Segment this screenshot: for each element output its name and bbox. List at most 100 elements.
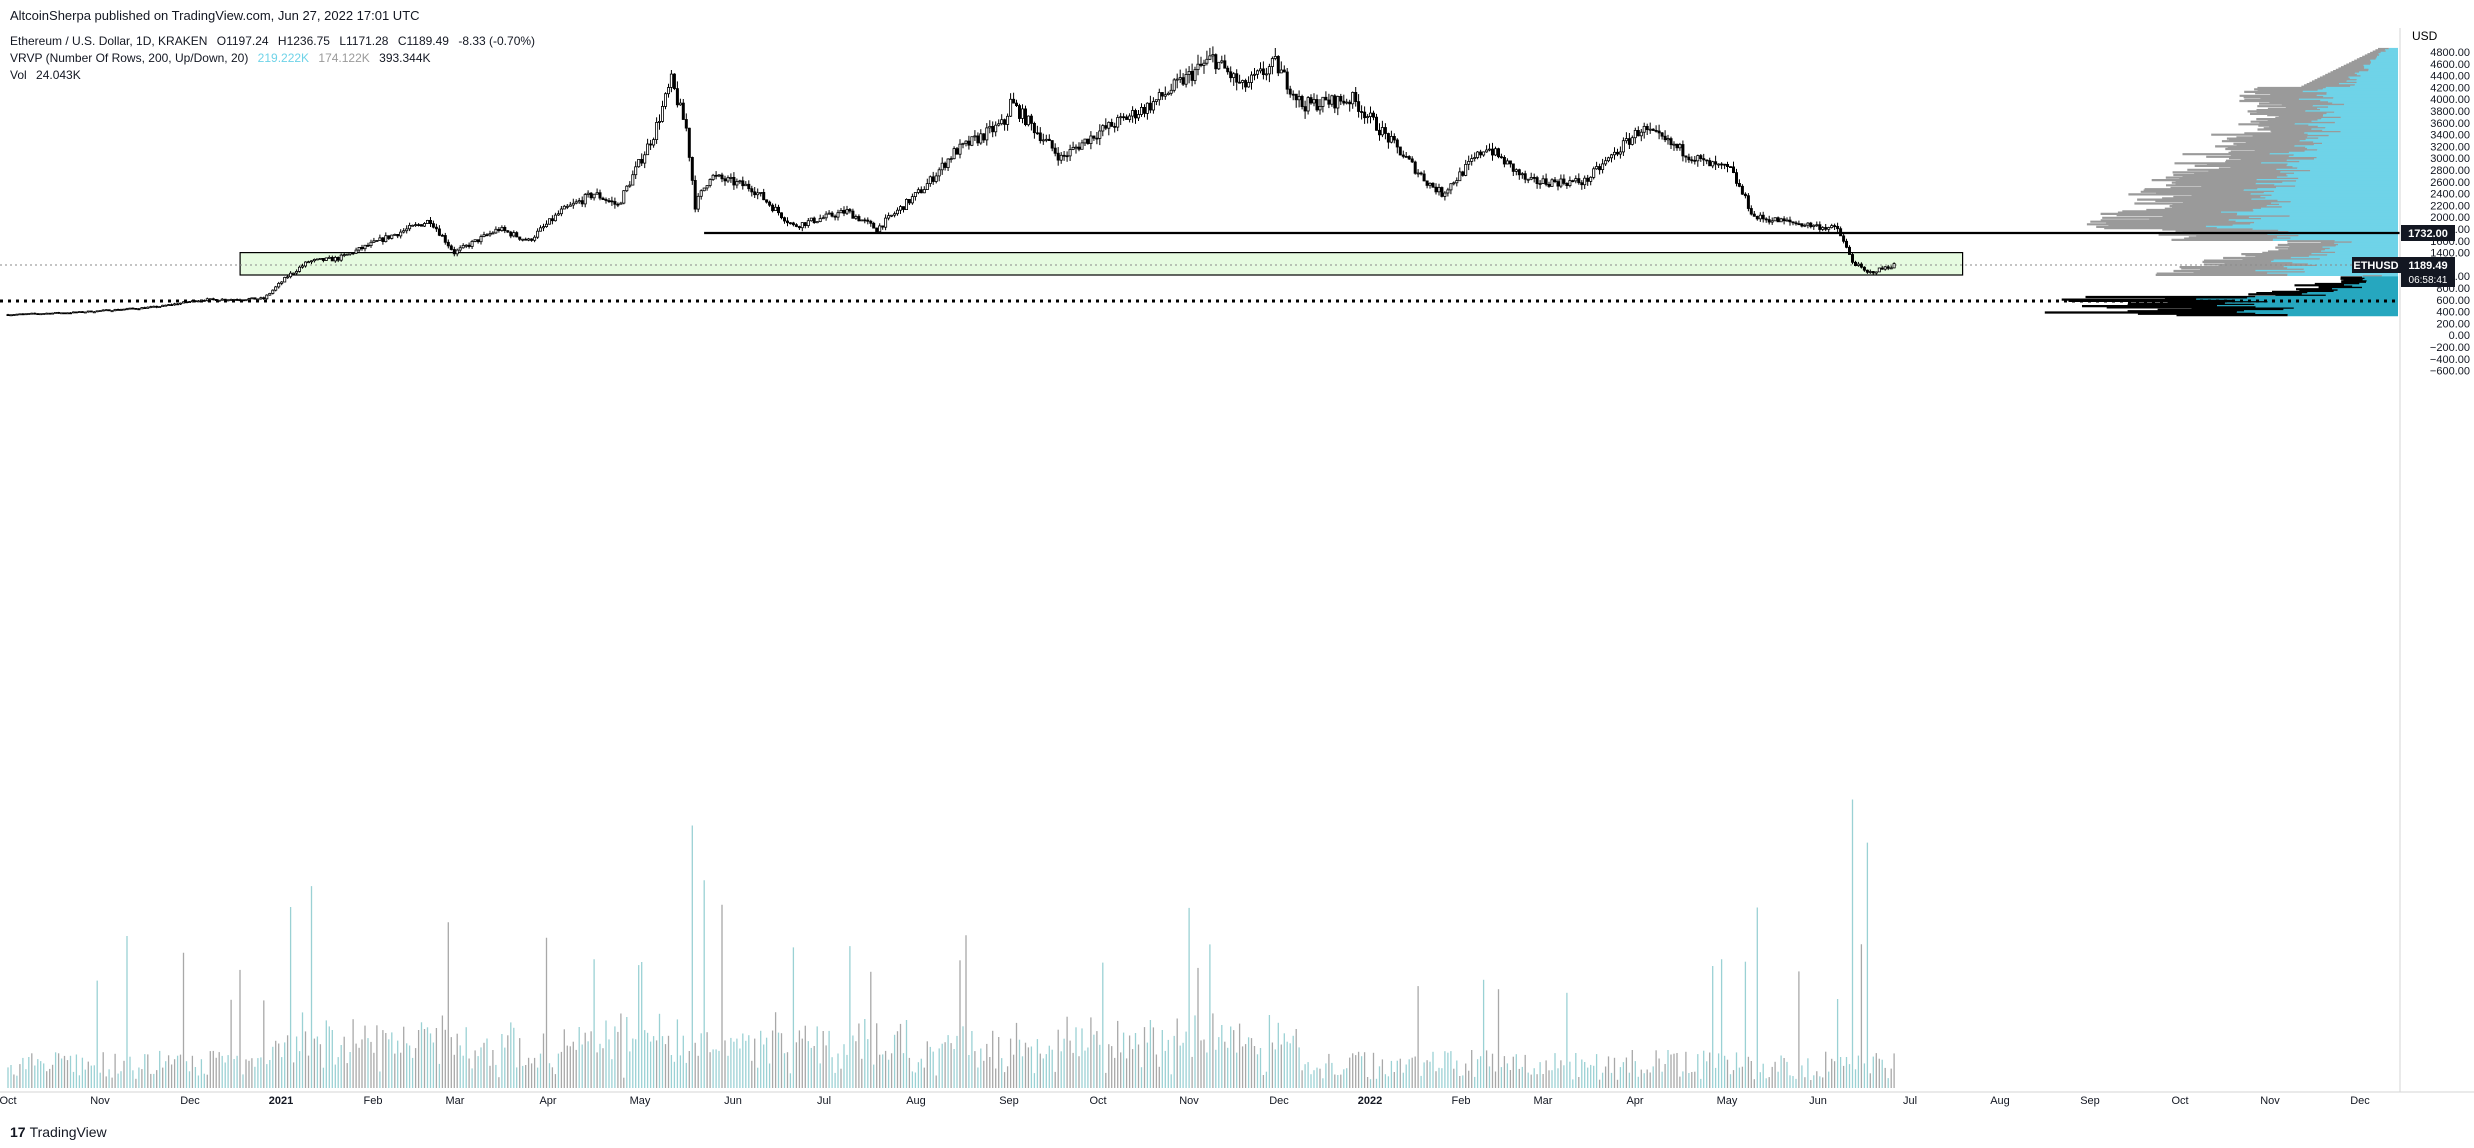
price-tick-label: 4200.00: [2430, 82, 2470, 94]
candle-body: [664, 93, 668, 107]
candle-body: [86, 310, 90, 313]
candle-body: [411, 224, 415, 227]
price-axis[interactable]: 4800.004600.004400.004200.004000.003800.…: [2430, 47, 2470, 378]
candle-body: [244, 299, 248, 302]
candle-body: [1306, 97, 1310, 112]
vrvp-down-volume: 174.122K: [318, 51, 370, 65]
candle-body: [634, 166, 638, 176]
candle-body: [628, 184, 632, 187]
candle-body: [399, 231, 403, 237]
candle-body: [1256, 70, 1260, 75]
candle-body: [1598, 166, 1602, 171]
candle-body: [1184, 74, 1188, 85]
candle-body: [976, 135, 980, 144]
candle-body: [434, 226, 438, 230]
ohlc-legend[interactable]: Ethereum / U.S. Dollar, 1D, KRAKEN O1197…: [10, 34, 541, 48]
candle-body: [765, 199, 769, 203]
candle-body: [1488, 148, 1492, 151]
candle-body: [149, 306, 153, 309]
candle-body: [205, 298, 209, 301]
candle-body: [875, 227, 879, 232]
candle-body: [15, 313, 19, 316]
candle-body: [1761, 214, 1765, 220]
candle-body: [1494, 148, 1498, 156]
candle-body: [405, 228, 409, 232]
time-tick-label: Jun: [1809, 1095, 1827, 1107]
price-tick-label: 3800.00: [2430, 106, 2470, 118]
candle-body: [1098, 130, 1102, 139]
candle-body: [1398, 146, 1402, 156]
candle-body: [1372, 112, 1376, 118]
candle-body: [1458, 171, 1462, 182]
candle-body: [961, 142, 965, 145]
candle-body: [937, 169, 941, 177]
tradingview-logo[interactable]: 17 TradingView: [10, 1124, 107, 1140]
candle-body: [283, 276, 287, 283]
candle-body: [1633, 129, 1637, 139]
candle-body: [946, 158, 950, 169]
candle-body: [268, 292, 272, 296]
time-tick-label: Aug: [906, 1095, 926, 1107]
candle-body: [940, 162, 944, 171]
candle-body: [464, 244, 468, 247]
candle-body: [470, 240, 474, 247]
candle-body: [1553, 179, 1557, 183]
candle-body: [1128, 115, 1132, 120]
candle-body: [330, 256, 334, 262]
candle-body: [60, 312, 64, 315]
candle-body: [919, 189, 923, 194]
candle-body: [771, 204, 775, 212]
candle-body: [548, 218, 552, 225]
price-tick-label: 3600.00: [2430, 118, 2470, 130]
candle-body: [1113, 126, 1117, 128]
candle-body: [342, 254, 346, 257]
volume-legend[interactable]: Vol 24.043K: [10, 68, 87, 82]
time-tick-label: Oct: [1089, 1095, 1106, 1107]
support-zone[interactable]: [239, 252, 1964, 276]
candle-body: [1440, 187, 1444, 197]
candle-body: [1134, 110, 1138, 119]
candle-body: [515, 232, 519, 238]
candle-body: [1062, 154, 1066, 157]
candle-body: [1279, 69, 1283, 74]
candle-body: [297, 266, 301, 272]
candle-body: [1621, 140, 1625, 153]
vrvp-legend[interactable]: VRVP (Number Of Rows, 200, Up/Down, 20) …: [10, 51, 437, 65]
candle-body: [533, 236, 537, 241]
price-tick-label: 2600.00: [2430, 177, 2470, 189]
candle-body: [595, 192, 599, 195]
volume-bars: [7, 799, 1895, 1088]
candle-body: [774, 206, 778, 212]
candle-body: [1797, 223, 1801, 226]
candle-body: [1172, 79, 1176, 91]
candle-body: [1035, 132, 1039, 135]
candle-body: [187, 301, 191, 304]
candle-body: [455, 249, 459, 255]
candle-body: [173, 303, 177, 306]
candle-body: [479, 236, 483, 243]
candle-body: [280, 281, 284, 284]
candle-body: [1366, 116, 1370, 118]
candle-body: [1544, 178, 1548, 185]
candle-body: [714, 174, 718, 177]
candle-body: [1845, 240, 1849, 248]
last-price-value: 1189.49: [2408, 260, 2447, 272]
candle-body: [1702, 158, 1706, 161]
candle-body: [238, 299, 242, 302]
time-axis[interactable]: Oct Nov Dec 2021 Feb Mar Apr May Jun Jul Aug Sep Oct…: [0, 1095, 2370, 1107]
bar-countdown: 06:58:41: [2409, 275, 2448, 286]
candle-body: [1672, 143, 1676, 146]
candle-body: [1696, 155, 1700, 162]
candle-body: [351, 252, 355, 255]
candle-body: [884, 217, 888, 228]
candle-body: [1131, 110, 1135, 117]
candle-body: [1476, 151, 1480, 158]
candle-body: [1859, 263, 1863, 268]
candle-body: [669, 73, 673, 88]
candle-body: [250, 297, 254, 300]
candle-body: [991, 126, 995, 133]
candle-body: [1300, 96, 1304, 108]
candle-body: [381, 237, 385, 242]
candle-body: [393, 233, 397, 236]
